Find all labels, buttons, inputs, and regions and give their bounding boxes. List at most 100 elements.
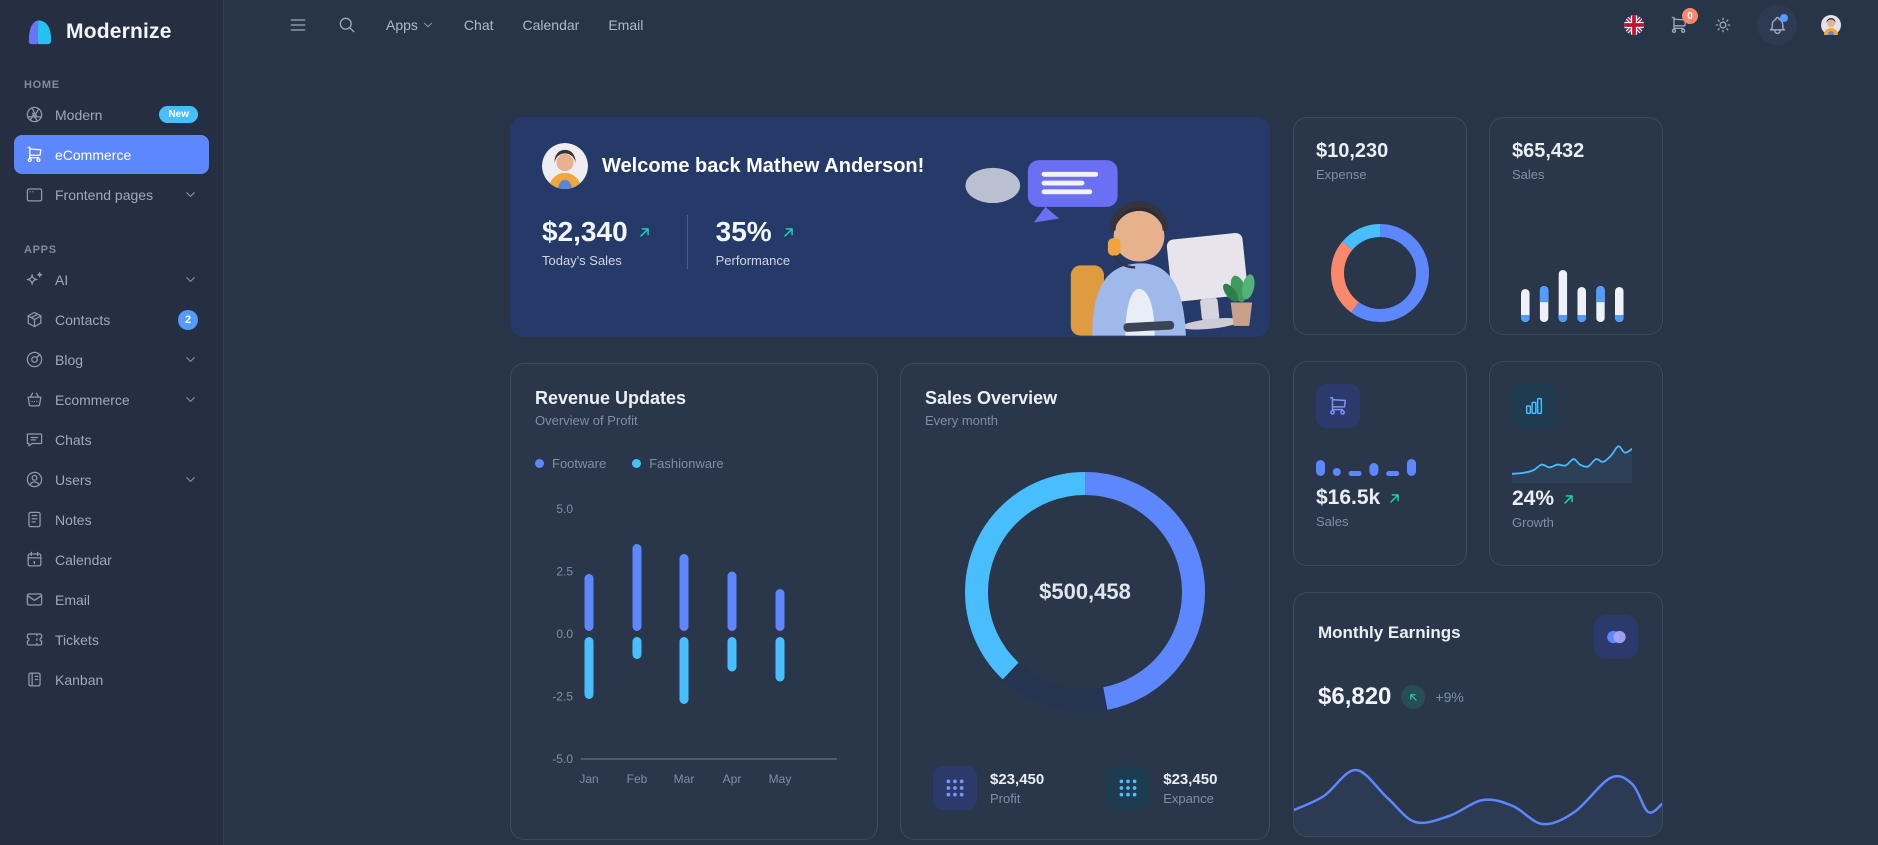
performance-label: Performance [715,253,791,268]
sidebar-item-label: AI [55,271,69,288]
sales-card: $65,432 Sales [1489,117,1663,335]
notes-icon [25,510,44,529]
sidebar-item-label: Notes [55,511,92,528]
coins-icon [1607,630,1626,644]
svg-text:Feb: Feb [627,772,648,786]
svg-text:Jan: Jan [579,772,598,786]
sales-mini-bar-chart [1520,266,1632,322]
sidebar-item-frontend-pages[interactable]: Frontend pages [14,175,209,214]
sidebar-item-tickets[interactable]: Tickets [14,620,209,659]
package-icon [25,310,44,329]
sidebar-item-modern[interactable]: Modern New [14,95,209,134]
sales-overview-donut-chart [965,472,1205,712]
sidebar-item-notes[interactable]: Notes [14,500,209,539]
uk-flag-icon [1624,15,1644,35]
sales-spark-bar-chart [1316,455,1416,477]
todays-sales-value: $2,340 [542,216,628,247]
search-icon [339,17,355,33]
currency-toggle-button[interactable] [1594,615,1638,659]
sidebar-section-apps: Apps [24,244,57,256]
welcome-banner: Welcome back Mathew Anderson! $2,340 Tod… [510,117,1270,337]
expense-card: $10,230 Expense [1293,117,1467,335]
profile-avatar-button[interactable] [1821,8,1856,43]
sidebar-item-calendar[interactable]: Calendar [14,540,209,579]
expense-donut-chart [1331,224,1429,322]
kanban-icon [25,670,44,689]
expance-label: Expance [1163,790,1214,806]
sidebar-item-ecommerce[interactable]: eCommerce [14,135,209,174]
sidebar-item-email[interactable]: Email [14,580,209,619]
hamburger-menu-button[interactable] [288,15,308,35]
sales-overview-card: Sales Overview Every month $500,458 $23,… [900,363,1270,840]
theme-toggle-button[interactable] [1713,15,1733,35]
brand-logo[interactable]: Modernize [0,0,223,49]
sidebar-item-label: eCommerce [55,146,132,163]
chevron-down-icon [183,472,198,487]
sidebar-item-label: Kanban [55,671,104,688]
navbar-chat-link[interactable]: Chat [463,17,494,33]
trend-up-icon [783,227,793,237]
sidebar-item-label: Ecommerce [55,391,130,408]
sidebar-item-blog[interactable]: Blog [14,340,209,379]
sidebar-item-kanban[interactable]: Kanban [14,660,209,699]
trend-up-icon [1564,494,1573,504]
aperture-icon [25,105,44,124]
grid-dots-icon [1106,766,1151,810]
notification-dot [1780,14,1788,22]
revenue-updates-chart: 5.0 2.5 0.0 -2.5 -5.0 Jan Feb Mar Apr May [535,499,855,791]
sales-value: $65,432 [1512,140,1585,162]
sidebar-item-contacts[interactable]: Contacts 2 [14,300,209,339]
svg-text:-2.5: -2.5 [552,690,573,704]
sales-overview-title: Sales Overview [925,388,1058,408]
svg-text:May: May [769,772,792,786]
navbar-calendar-link[interactable]: Calendar [522,17,580,33]
sidebar-item-chats[interactable]: Chats [14,420,209,459]
sidebar-item-label: Calendar [55,551,112,568]
sidebar-item-ecommerce-app[interactable]: Ecommerce [14,380,209,419]
message-icon [25,430,44,449]
chevron-down-icon [183,272,198,287]
sidebar-item-label: Users [55,471,92,488]
expance-value: $23,450 [1163,770,1218,788]
new-badge: New [159,106,198,123]
performance-value: 35% [715,216,772,247]
trend-up-left-icon [1401,685,1426,709]
sidebar-item-users[interactable]: Users [14,460,209,499]
sidebar-item-ai[interactable]: AI [14,260,209,299]
expance-stat: $23,450 Expance [1106,766,1217,810]
app-window-icon [25,185,44,204]
sales-small-card: $16.5k Sales [1293,361,1467,566]
notifications-button[interactable] [1757,5,1797,45]
legend-footware: Footware [535,456,606,471]
navbar-apps-menu[interactable]: Apps [386,17,435,33]
navbar-email-link[interactable]: Email [608,17,644,33]
language-flag-button[interactable] [1624,15,1645,36]
trend-up-icon [639,227,649,237]
welcome-title: Welcome back Mathew Anderson! [602,154,925,177]
growth-sparkline-chart [1512,437,1632,483]
todays-sales-label: Today's Sales [542,253,622,268]
ticket-icon [25,630,44,649]
chart-donut-icon [25,350,44,369]
sidebar-item-label: Frontend pages [55,186,154,203]
sidebar-item-label: Modern [55,106,103,123]
sales-small-label: Sales [1316,514,1349,529]
legend-dot [535,459,544,468]
sales-label: Sales [1512,167,1545,182]
contacts-count-badge: 2 [178,309,198,330]
basket-icon [25,390,44,409]
revenue-updates-title: Revenue Updates [535,388,687,408]
sales-overview-subtitle: Every month [925,413,998,428]
top-navbar: Apps Chat Calendar Email [224,0,1878,50]
cart-icon [25,145,44,164]
search-button[interactable] [337,15,357,35]
cart-count-badge: 0 [1682,8,1698,24]
sidebar-item-label: Blog [55,351,84,368]
sidebar-item-label: Chats [55,431,92,448]
sidebar-item-label: Contacts [55,311,111,328]
sidebar-item-label: Tickets [55,631,99,648]
sidebar-item-label: Email [55,591,91,608]
cart-button[interactable]: 0 [1669,8,1698,35]
hamburger-icon [290,19,306,31]
sales-small-value: $16.5k [1316,486,1381,509]
